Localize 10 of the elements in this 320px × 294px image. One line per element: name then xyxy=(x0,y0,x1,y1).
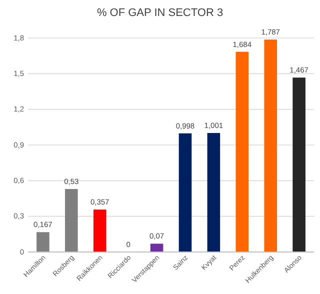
bar xyxy=(150,244,164,252)
bar xyxy=(292,78,306,252)
bar xyxy=(36,232,50,252)
chart-title: % OF GAP IN SECTOR 3 xyxy=(96,7,224,19)
bar xyxy=(178,133,192,252)
bar xyxy=(264,40,278,252)
bar xyxy=(207,132,220,252)
bar xyxy=(64,188,78,252)
bar xyxy=(236,52,249,252)
bar xyxy=(93,210,106,252)
